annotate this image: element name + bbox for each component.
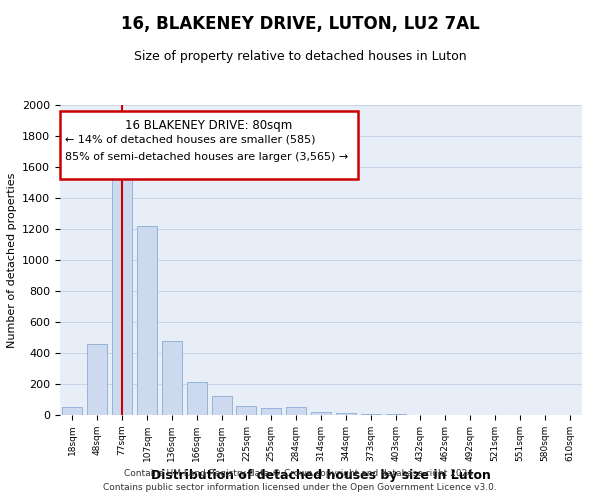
Bar <box>386 414 406 415</box>
Text: ← 14% of detached houses are smaller (585): ← 14% of detached houses are smaller (58… <box>65 134 316 144</box>
Bar <box>262 408 281 415</box>
Text: Contains public sector information licensed under the Open Government Licence v3: Contains public sector information licen… <box>103 484 497 492</box>
Text: Contains HM Land Registry data © Crown copyright and database right 2024.: Contains HM Land Registry data © Crown c… <box>124 468 476 477</box>
FancyBboxPatch shape <box>60 111 358 180</box>
Bar <box>212 396 232 415</box>
Text: Size of property relative to detached houses in Luton: Size of property relative to detached ho… <box>134 50 466 63</box>
Bar <box>361 414 380 415</box>
Bar <box>137 226 157 415</box>
Text: 85% of semi-detached houses are larger (3,565) →: 85% of semi-detached houses are larger (… <box>65 152 349 162</box>
Bar <box>88 344 107 415</box>
Bar <box>162 340 182 415</box>
Bar <box>236 406 256 415</box>
Bar <box>336 414 356 415</box>
Bar <box>62 407 82 415</box>
Y-axis label: Number of detached properties: Number of detached properties <box>7 172 17 348</box>
X-axis label: Distribution of detached houses by size in Luton: Distribution of detached houses by size … <box>151 470 491 482</box>
Text: 16 BLAKENEY DRIVE: 80sqm: 16 BLAKENEY DRIVE: 80sqm <box>125 119 292 132</box>
Text: 16, BLAKENEY DRIVE, LUTON, LU2 7AL: 16, BLAKENEY DRIVE, LUTON, LU2 7AL <box>121 15 479 33</box>
Bar <box>286 407 306 415</box>
Bar <box>311 412 331 415</box>
Bar <box>112 159 132 415</box>
Bar <box>187 382 206 415</box>
